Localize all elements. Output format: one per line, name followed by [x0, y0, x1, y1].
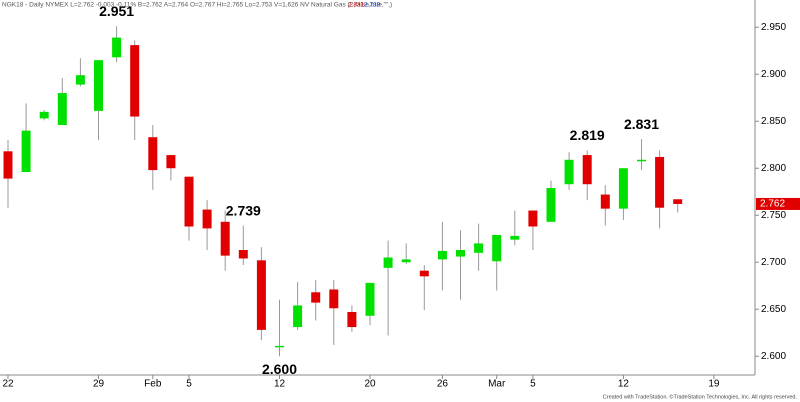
y-tick-label: 2.650: [761, 304, 786, 315]
candle-body: [474, 243, 484, 253]
x-tick-label: 20: [364, 379, 376, 390]
candle-body: [528, 210, 538, 227]
x-tick-label: Feb: [144, 379, 162, 390]
legend-value: 2.831: [348, 2, 365, 9]
annotation: 2.739: [226, 202, 261, 218]
annotation: 2.951: [99, 3, 134, 19]
x-tick-label: 5: [186, 379, 192, 390]
candle-body: [637, 159, 646, 162]
candle-body: [564, 159, 574, 185]
x-tick-label: 26: [437, 379, 449, 390]
candle-body: [437, 250, 447, 260]
candle-body: [419, 270, 429, 277]
footer: Created with TradeStation. ©TradeStation…: [603, 393, 798, 400]
candle-body: [275, 345, 284, 348]
y-tick-label: 2.700: [761, 257, 786, 268]
candle-body: [655, 156, 665, 208]
y-tick-label: 2.750: [761, 210, 786, 221]
candle-body: [618, 168, 628, 209]
candle-body: [184, 176, 194, 227]
legend-value: 2.739: [364, 2, 381, 9]
candle-body: [456, 250, 465, 257]
chart-title: NGK18 - Daily NYMEX L=2.762 -0.003 -0.11…: [2, 2, 392, 9]
candle-body: [238, 250, 248, 259]
candle-body: [546, 187, 556, 222]
candle-body: [75, 75, 85, 85]
annotation: 2.819: [570, 127, 605, 143]
candle-body: [166, 155, 176, 169]
last-price-box: [756, 197, 800, 210]
candle-body: [220, 221, 230, 256]
x-tick-label: 12: [618, 379, 630, 390]
candle-body: [293, 305, 303, 328]
candle-body: [582, 155, 592, 185]
candle-body: [3, 151, 13, 179]
candle-body: [21, 130, 31, 172]
candle-body: [329, 289, 339, 309]
candle-body: [202, 209, 212, 229]
candle-body: [347, 312, 357, 328]
candle-body: [130, 45, 140, 117]
y-tick-label: 2.600: [761, 351, 786, 362]
y-tick-label: 2.850: [761, 116, 786, 127]
candle-body: [148, 137, 158, 171]
x-tick-label: 12: [274, 379, 286, 390]
candle-body: [57, 93, 67, 125]
candle-body: [311, 292, 321, 303]
candle-body: [401, 259, 411, 263]
candle-body: [39, 111, 49, 119]
x-tick-label: 19: [708, 379, 720, 390]
candle-body: [673, 199, 683, 204]
y-tick-label: 2.800: [761, 163, 786, 174]
candle-body: [94, 60, 103, 111]
candle-body: [112, 37, 122, 58]
x-tick-label: 5: [530, 379, 536, 390]
annotation: 2.600: [262, 361, 297, 377]
candle-body: [365, 282, 375, 316]
candle-body: [383, 257, 393, 268]
y-tick-label: 2.950: [761, 22, 786, 33]
x-tick-label: 29: [93, 379, 105, 390]
last-price-label: 2.762: [760, 199, 785, 210]
candle-body: [510, 235, 520, 240]
x-tick-label: 22: [2, 379, 14, 390]
candle-body: [600, 194, 610, 209]
candle-body: [256, 260, 266, 330]
annotation: 2.831: [624, 116, 659, 132]
candle-body: [492, 234, 502, 262]
x-tick-label: Mar: [488, 379, 506, 390]
y-tick-label: 2.900: [761, 69, 786, 80]
